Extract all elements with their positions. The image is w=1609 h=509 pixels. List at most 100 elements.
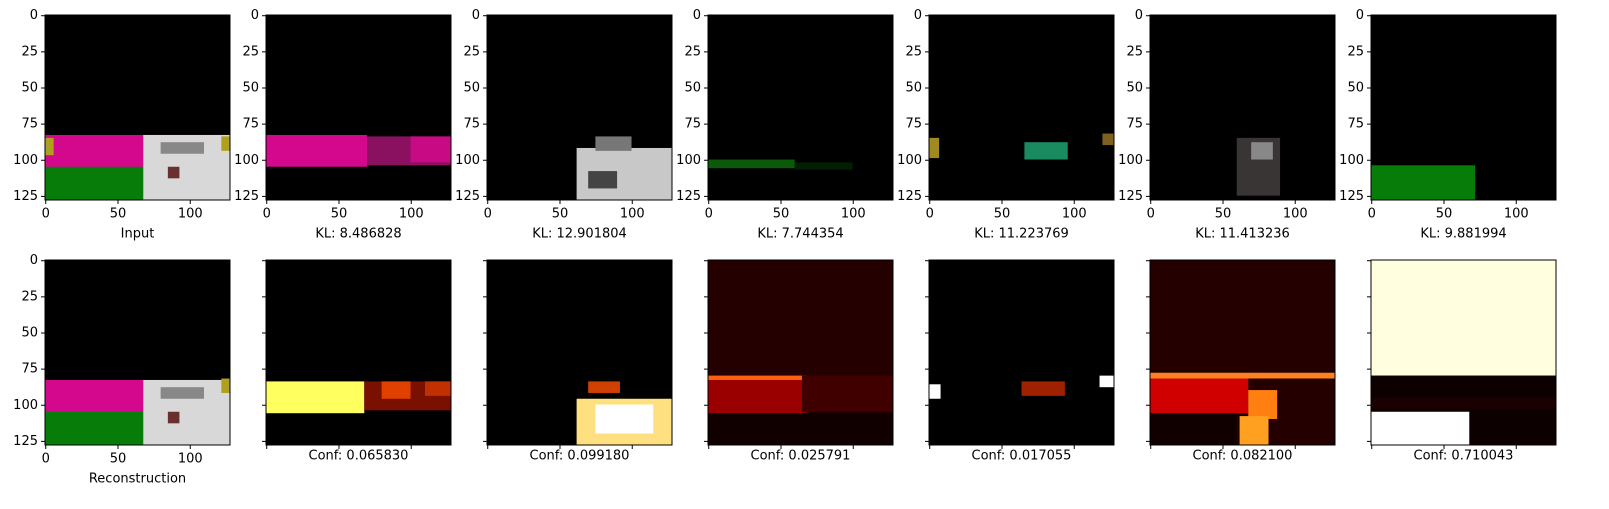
y-tick-label: 125 bbox=[1118, 189, 1143, 204]
image-background bbox=[266, 260, 451, 445]
axes-frame bbox=[1149, 259, 1336, 446]
image-region bbox=[929, 384, 941, 399]
y-tick-label: 125 bbox=[455, 189, 480, 204]
image-region bbox=[588, 171, 618, 189]
y-tick-label: 100 bbox=[13, 153, 38, 168]
x-tick-label: 100 bbox=[620, 207, 645, 222]
y-tick-label: 50 bbox=[684, 80, 701, 95]
x-tick-label: 0 bbox=[42, 207, 50, 222]
x-tick-label: 0 bbox=[705, 207, 713, 222]
image-region bbox=[708, 375, 807, 414]
axes-frame bbox=[1149, 14, 1336, 201]
axes-frame bbox=[1370, 259, 1557, 446]
image-region bbox=[160, 387, 204, 399]
y-tick-label: 50 bbox=[1126, 80, 1143, 95]
y-tick-label: 50 bbox=[242, 80, 259, 95]
x-tick-label: 50 bbox=[1436, 207, 1453, 222]
y-tick-label: 100 bbox=[13, 398, 38, 413]
x-tick-label: 50 bbox=[994, 207, 1011, 222]
x-tick-label: 0 bbox=[926, 207, 934, 222]
x-tick-label: 100 bbox=[178, 452, 203, 467]
axes-frame bbox=[486, 14, 673, 201]
y-tick-label: 125 bbox=[1339, 189, 1364, 204]
axes-frame bbox=[928, 14, 1115, 201]
y-tick-label: 100 bbox=[1118, 153, 1143, 168]
image-region bbox=[1239, 416, 1269, 445]
panel: Conf: 0.710043 bbox=[1367, 259, 1557, 464]
y-tick-label: 0 bbox=[914, 8, 922, 23]
image-region bbox=[167, 166, 180, 179]
x-tick-label: 50 bbox=[331, 207, 348, 222]
panel-caption: Conf: 0.065830 bbox=[309, 449, 409, 464]
image-region bbox=[221, 136, 230, 151]
y-tick-label: 75 bbox=[463, 117, 480, 132]
image bbox=[266, 15, 451, 200]
y-tick-label: 0 bbox=[30, 8, 38, 23]
panel: 0 50 100 0 25 50 75 100 125 KL: 11.223769 bbox=[897, 8, 1115, 242]
x-tick-label: 50 bbox=[1215, 207, 1232, 222]
x-tick-label: 0 bbox=[1147, 207, 1155, 222]
image bbox=[487, 260, 672, 445]
image-background bbox=[929, 260, 1114, 445]
image-region bbox=[595, 136, 632, 151]
y-tick-label: 50 bbox=[905, 80, 922, 95]
image-background bbox=[266, 15, 451, 200]
x-tick-label: 100 bbox=[841, 207, 866, 222]
x-tick-label: 50 bbox=[552, 207, 569, 222]
axes-frame bbox=[928, 259, 1115, 446]
panel-caption: Conf: 0.017055 bbox=[972, 449, 1072, 464]
y-tick-label: 100 bbox=[897, 153, 922, 168]
image-region bbox=[160, 142, 204, 154]
image-region bbox=[1150, 372, 1335, 379]
image bbox=[487, 15, 672, 200]
image-region bbox=[588, 381, 620, 393]
image-region bbox=[1024, 142, 1068, 160]
y-tick-label: 25 bbox=[1347, 44, 1364, 59]
panel-caption: KL: 11.223769 bbox=[974, 227, 1069, 242]
x-tick-label: 50 bbox=[773, 207, 790, 222]
panel-caption: Reconstruction bbox=[89, 472, 186, 487]
y-tick-label: 75 bbox=[21, 362, 38, 377]
image bbox=[929, 15, 1114, 200]
y-tick-label: 75 bbox=[1347, 117, 1364, 132]
x-tick-label: 0 bbox=[484, 207, 492, 222]
y-tick-label: 25 bbox=[21, 44, 38, 59]
x-tick-label: 100 bbox=[178, 207, 203, 222]
panel: Conf: 0.017055 bbox=[925, 259, 1115, 464]
panel: Conf: 0.082100 bbox=[1146, 259, 1336, 464]
image-background bbox=[929, 15, 1114, 200]
image bbox=[266, 260, 451, 445]
image-region bbox=[595, 404, 654, 434]
x-tick-label: 100 bbox=[1283, 207, 1308, 222]
x-tick-label: 0 bbox=[42, 452, 50, 467]
image-region bbox=[45, 166, 154, 200]
y-tick-label: 25 bbox=[1126, 44, 1143, 59]
image bbox=[45, 260, 230, 445]
y-tick-label: 125 bbox=[13, 434, 38, 449]
y-tick-label: 125 bbox=[13, 189, 38, 204]
image-region bbox=[221, 378, 230, 393]
image-region bbox=[266, 134, 368, 167]
x-tick-label: 100 bbox=[1062, 207, 1087, 222]
y-tick-label: 100 bbox=[1339, 153, 1364, 168]
panel: 0 50 100 0 25 50 75 100 125 KL: 12.901804 bbox=[455, 8, 673, 242]
image-region bbox=[167, 411, 180, 424]
panel: 0 50 100 0 25 50 75 100 125 KL: 8.486828 bbox=[234, 8, 452, 242]
panel-caption: Conf: 0.099180 bbox=[530, 449, 630, 464]
image-background bbox=[708, 15, 893, 200]
image bbox=[1150, 260, 1335, 445]
y-tick-label: 25 bbox=[21, 289, 38, 304]
y-tick-label: 0 bbox=[693, 8, 701, 23]
image-region bbox=[708, 413, 893, 445]
y-tick-label: 0 bbox=[472, 8, 480, 23]
panel-caption: KL: 12.901804 bbox=[532, 227, 627, 242]
y-tick-label: 50 bbox=[1347, 80, 1364, 95]
image bbox=[1371, 15, 1556, 200]
y-tick-label: 0 bbox=[251, 8, 259, 23]
y-tick-label: 0 bbox=[30, 253, 38, 268]
image bbox=[45, 15, 230, 200]
y-tick-label: 75 bbox=[1126, 117, 1143, 132]
axes-frame bbox=[44, 14, 231, 201]
panel-caption: KL: 11.413236 bbox=[1195, 227, 1290, 242]
